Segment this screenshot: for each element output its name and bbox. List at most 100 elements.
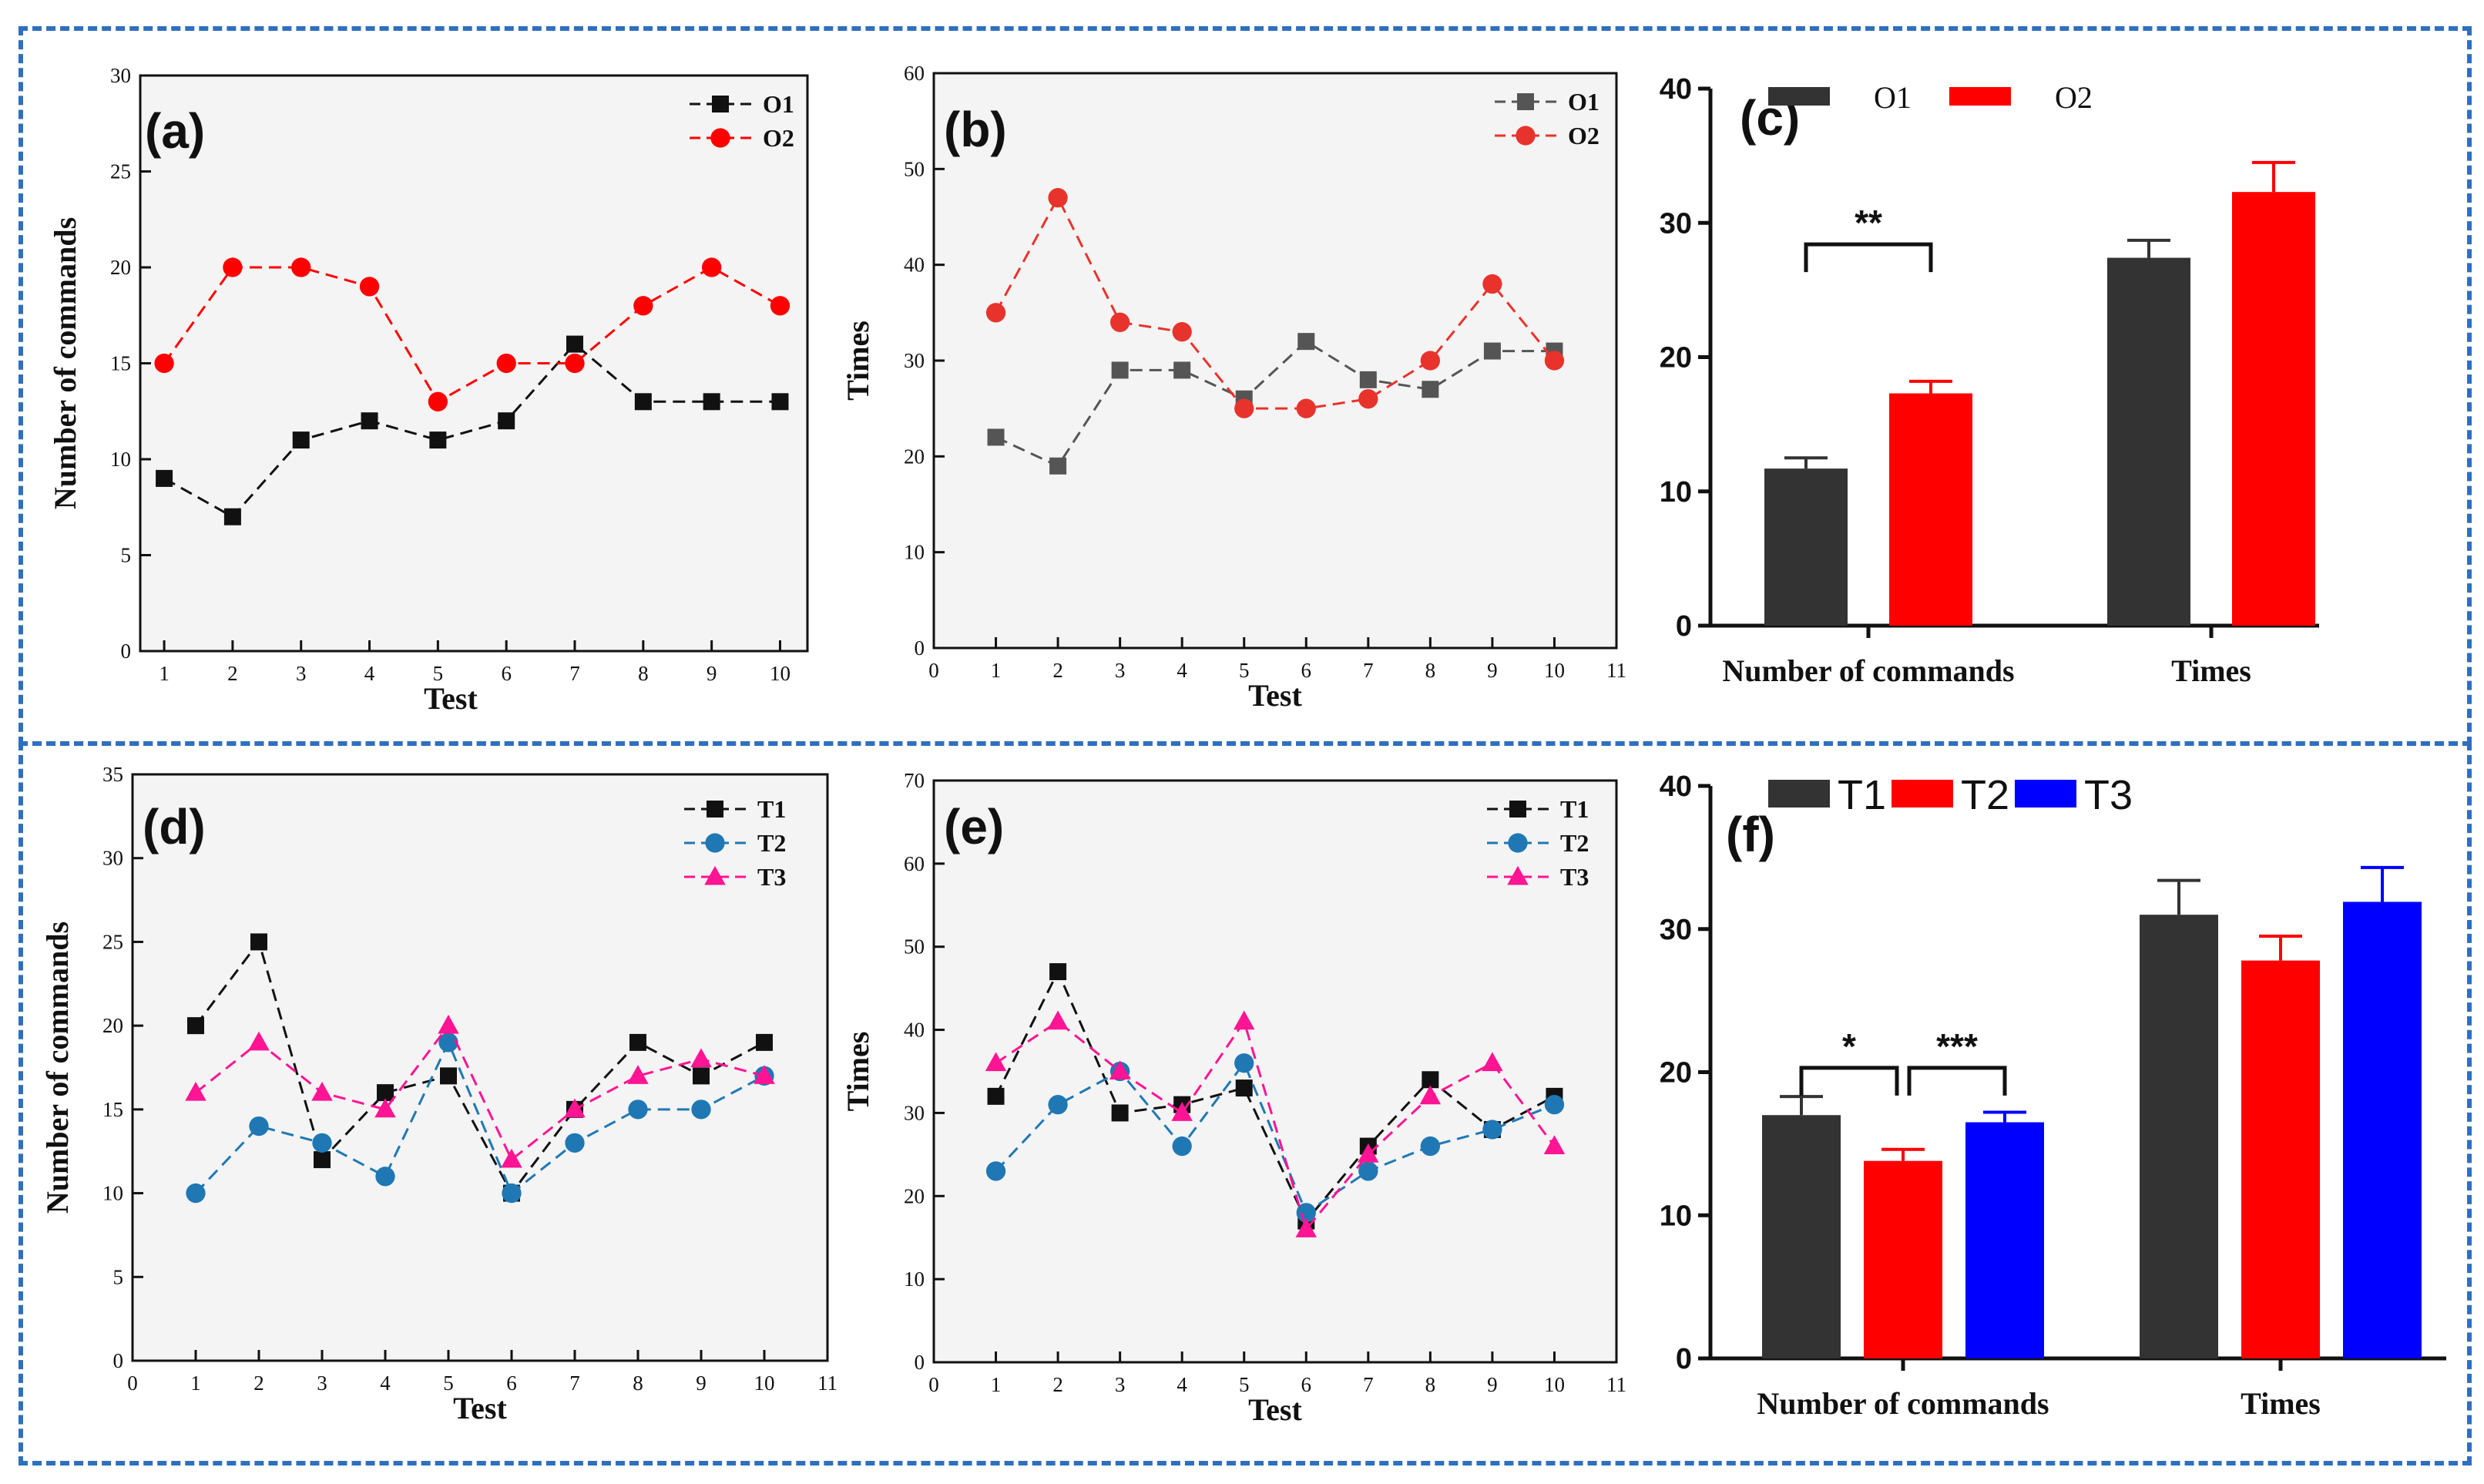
x-tick-label: 9 [1487, 1373, 1498, 1396]
data-point-T2 [691, 1100, 711, 1120]
x-tick-label: Times [2241, 1386, 2321, 1421]
x-tick-label: 8 [1425, 1373, 1436, 1396]
panel-letter: (a) [145, 103, 205, 159]
x-tick-label: 11 [1606, 659, 1626, 682]
data-point-O2 [702, 257, 722, 277]
data-point-O1 [223, 508, 241, 525]
y-tick-label: 0 [1676, 1343, 1692, 1375]
data-point-T2 [1296, 1203, 1316, 1223]
data-point-T2 [1420, 1136, 1441, 1157]
bar-T1 [1762, 1115, 1841, 1358]
data-point-O2 [1544, 351, 1565, 371]
data-point-O2 [496, 353, 516, 374]
significance-bracket [1804, 242, 1933, 273]
y-tick-label: 0 [915, 1351, 925, 1374]
y-tick-label: 70 [904, 769, 925, 792]
series-line-T3 [195, 1023, 765, 1162]
data-point-T3 [1295, 1218, 1318, 1237]
x-tick-label: 8 [633, 1372, 643, 1395]
x-tick-label: 8 [638, 662, 649, 685]
data-point-O1 [429, 431, 447, 449]
data-point-T2 [1048, 1094, 1068, 1115]
data-point-O1 [987, 428, 1005, 446]
x-tick-label: 10 [1544, 1373, 1565, 1396]
data-point-T2 [985, 1161, 1006, 1181]
data-point-T3 [1233, 1010, 1255, 1030]
panel-f: 0 10 20 30 40 Number of commands Times (f) T1 T2 T… [1660, 771, 2446, 1421]
bar-T2 [2241, 960, 2320, 1358]
data-point-O1 [634, 393, 652, 411]
panel-letter: (b) [944, 102, 1007, 157]
y-tick-label: 30 [904, 349, 925, 372]
x-tick-label: 2 [1052, 1373, 1063, 1396]
data-point-O2 [359, 277, 380, 297]
bar-O2 [1889, 393, 1972, 626]
data-point-O2 [770, 296, 791, 316]
data-point-T1 [250, 933, 267, 951]
data-point-T1 [1235, 1079, 1253, 1097]
legend-marker [712, 96, 729, 112]
x-tick-label: 9 [707, 662, 717, 685]
x-tick-label: 7 [1363, 659, 1374, 682]
panel-d: 0 5 10 15 20 25 30 35 0 1 2 3 4 5 6 7 8 9 10 11 Test Number o… [40, 763, 838, 1425]
x-tick-label: 10 [754, 1372, 775, 1395]
x-tick-label: 4 [1177, 659, 1187, 682]
data-point-T3 [1047, 1010, 1069, 1030]
data-point-T1 [1111, 1104, 1129, 1122]
x-tick-label: 7 [569, 662, 580, 685]
series-line-O1 [995, 340, 1555, 468]
frame-bottom [18, 741, 2472, 1466]
x-tick-label: 0 [928, 1373, 939, 1396]
data-point-O2 [291, 257, 311, 277]
data-point-O2 [1234, 398, 1254, 418]
data-point-T3 [985, 1052, 1007, 1072]
bar-O2 [2232, 192, 2315, 626]
data-point-O1 [361, 412, 378, 430]
bar-T1 [2140, 915, 2218, 1358]
legend-label: T1 [757, 795, 786, 823]
x-tick-label: 0 [928, 659, 939, 682]
data-point-T2 [1544, 1094, 1565, 1115]
series-line-T3 [995, 1019, 1556, 1232]
y-tick-label: 30 [102, 847, 123, 870]
series-line-T1 [995, 969, 1556, 1224]
data-point-O1 [498, 412, 515, 430]
x-tick-label: 1 [159, 662, 170, 685]
data-point-O2 [1296, 398, 1316, 418]
data-point-O1 [1049, 457, 1067, 475]
legend-label: O2 [2055, 80, 2093, 115]
y-tick-label: 20 [904, 1184, 925, 1207]
data-point-T3 [248, 1031, 270, 1051]
plot-area [932, 72, 1618, 650]
x-tick-label: 9 [1487, 659, 1498, 682]
data-point-O1 [1297, 333, 1315, 351]
legend-marker [704, 865, 726, 885]
bar-T2 [1864, 1160, 1942, 1358]
data-point-T2 [375, 1167, 395, 1187]
x-tick-label: 0 [127, 1372, 138, 1395]
series-line-O2 [995, 195, 1556, 410]
legend-marker [1508, 833, 1528, 853]
y-tick-label: 40 [1660, 771, 1692, 803]
data-point-T2 [249, 1116, 269, 1137]
data-point-T3 [438, 1014, 459, 1034]
data-point-O2 [1482, 274, 1502, 294]
legend-swatch [1768, 87, 1830, 106]
x-tick-label: 5 [1239, 659, 1250, 682]
x-tick-label: 2 [253, 1372, 264, 1395]
bar-T3 [2343, 901, 2422, 1358]
data-point-T2 [1234, 1053, 1254, 1073]
panel-e: 0 10 20 30 40 50 60 70 0 1 2 3 4 5 6 7 8 9 10 11 Test Times (e… [841, 769, 1626, 1427]
data-point-T3 [1543, 1135, 1566, 1155]
data-point-T2 [186, 1183, 206, 1204]
y-tick-label: 40 [904, 1019, 925, 1042]
bar-O1 [2107, 257, 2190, 626]
x-tick-label: 5 [443, 1372, 454, 1395]
data-point-T1 [987, 1087, 1005, 1105]
bar-O1 [1764, 468, 1848, 626]
data-point-O2 [154, 353, 174, 374]
data-point-O2 [1172, 322, 1192, 342]
legend-label: O1 [763, 90, 794, 118]
legend-label: O2 [1568, 122, 1599, 149]
y-tick-label: 15 [102, 1098, 123, 1121]
